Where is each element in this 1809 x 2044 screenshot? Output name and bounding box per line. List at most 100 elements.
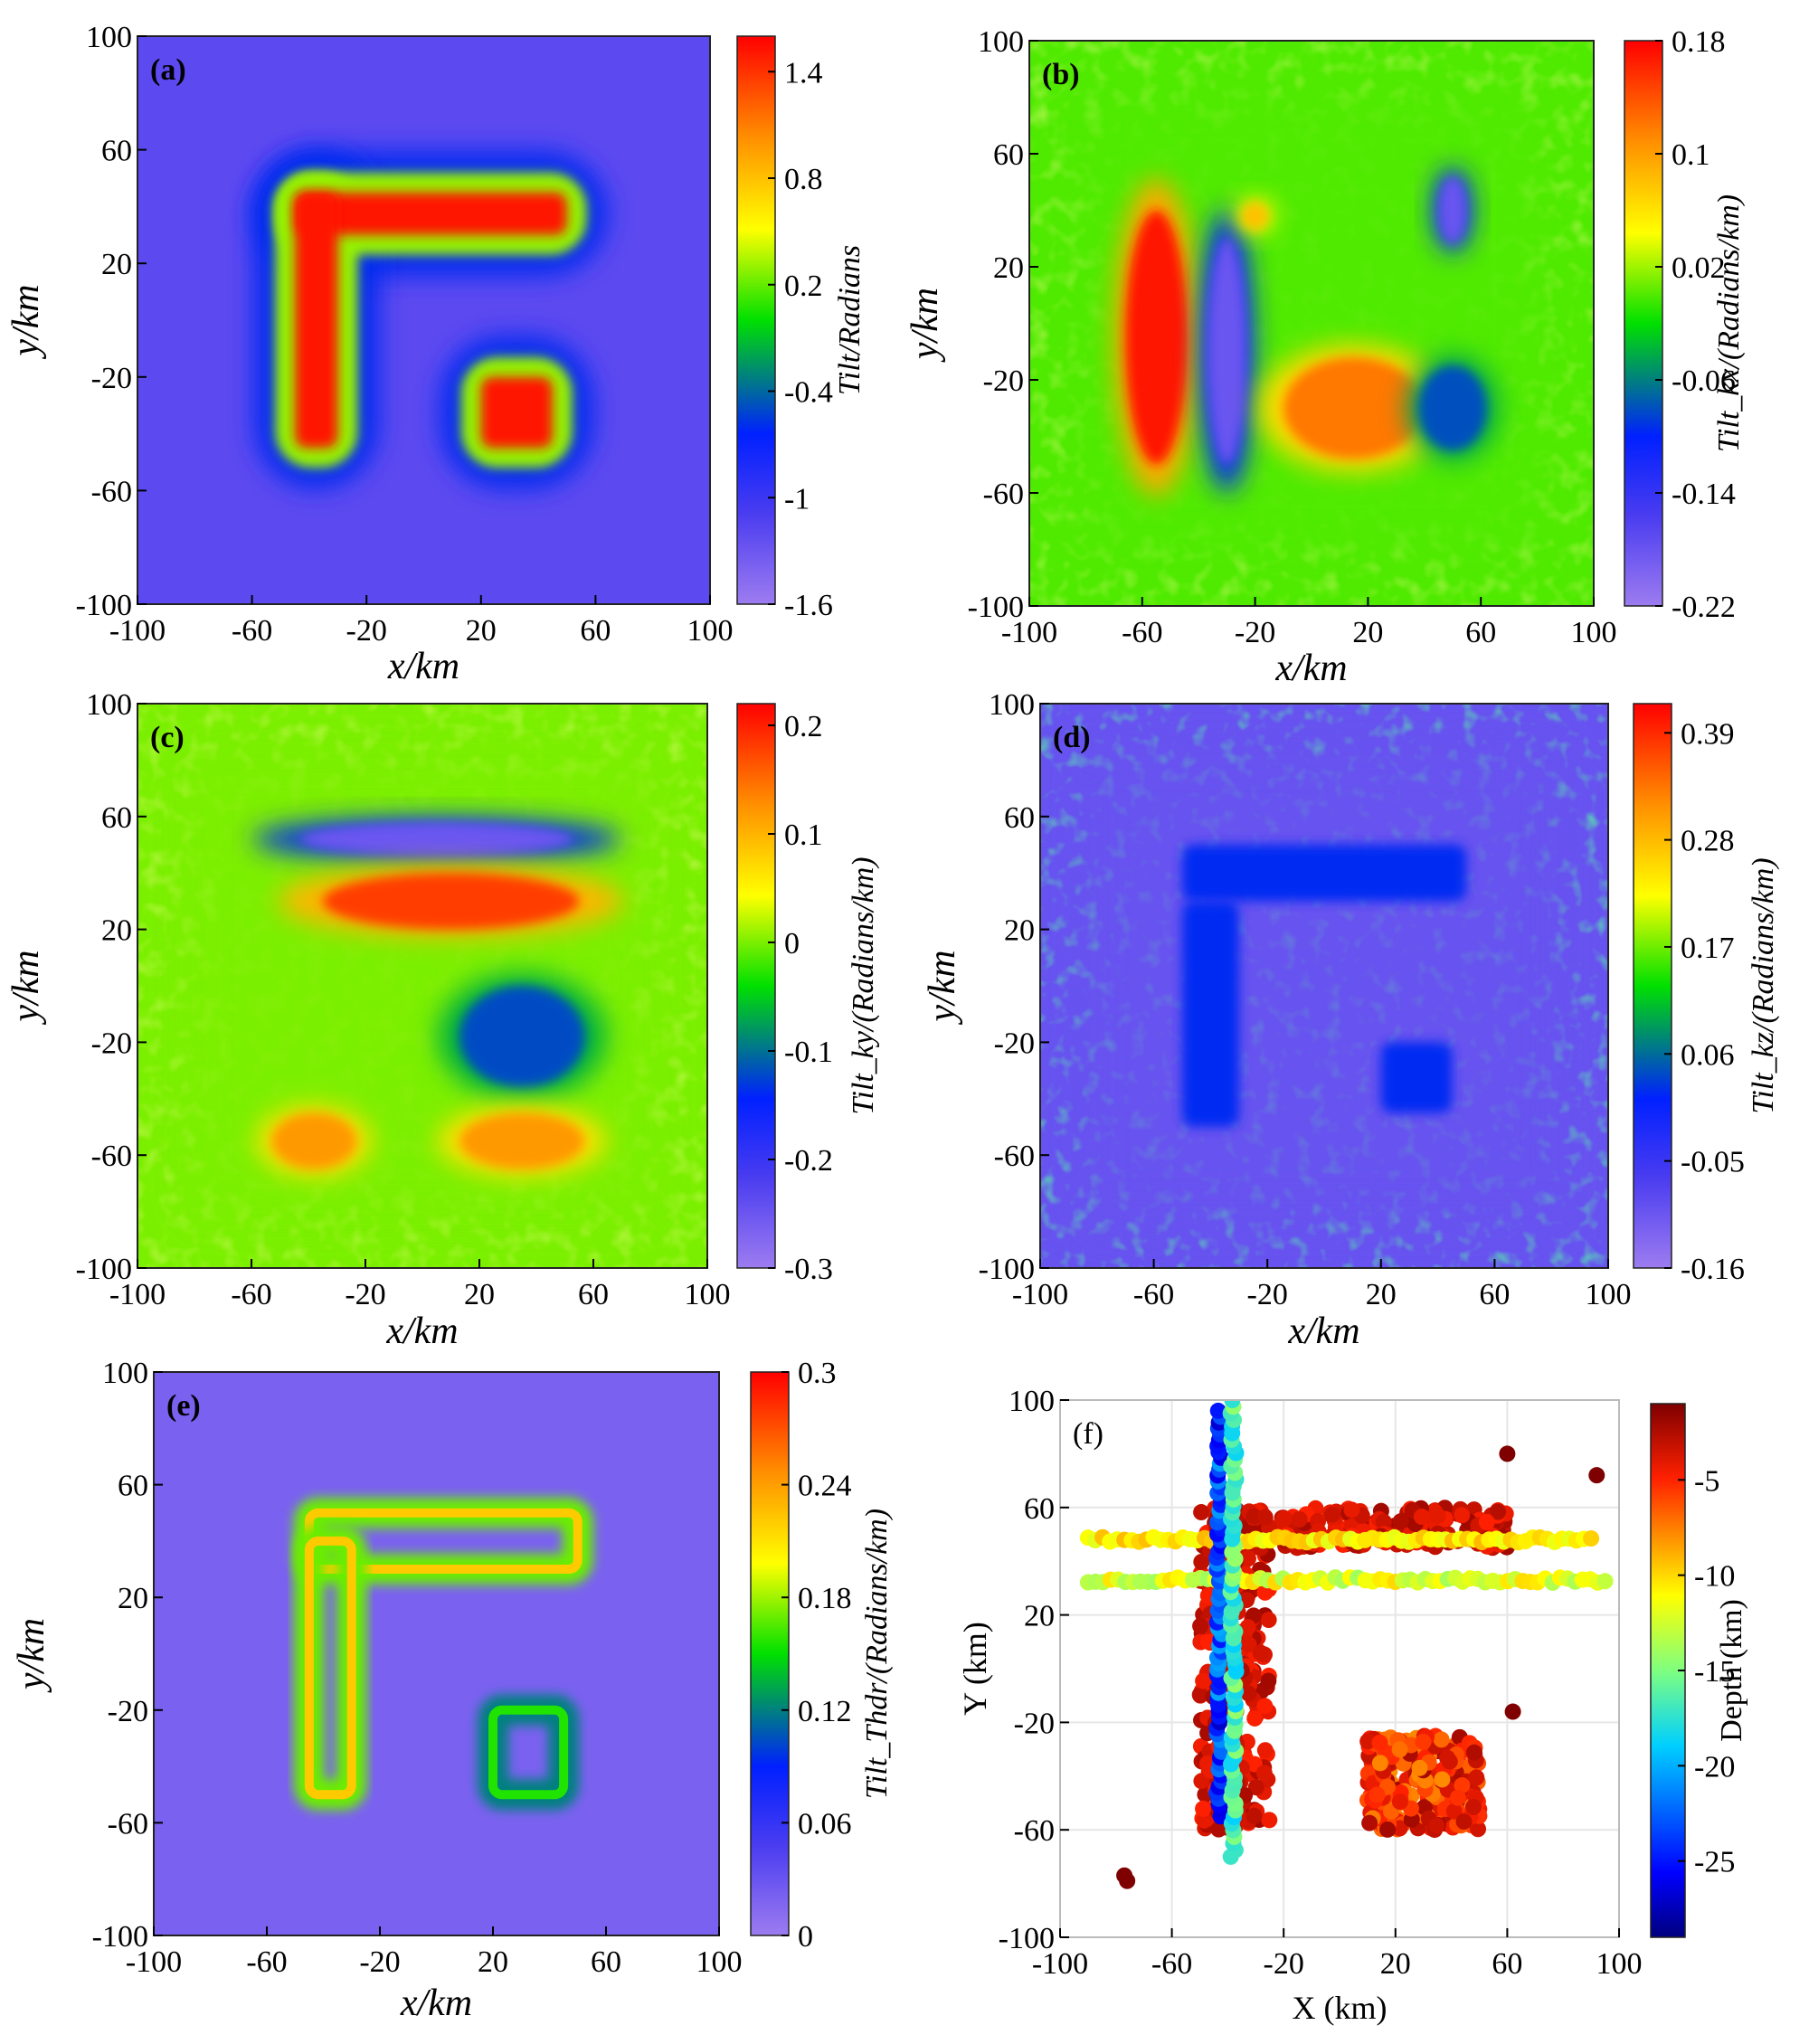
plot-area	[137, 36, 710, 604]
y-axis-label: Y (km)	[957, 1622, 993, 1716]
colorbar-tick-label: 0.06	[798, 1807, 852, 1841]
anomaly-body-2	[1182, 901, 1239, 1127]
colorbar-tick-label: -0.1	[784, 1036, 833, 1069]
y-tick-label: -100	[999, 1922, 1055, 1955]
scatter-point	[1246, 1709, 1264, 1727]
panel-3: -100 -60 -20 20 60 100 100 60 20 -20 -60 -100 x/km y/…	[5, 688, 880, 1352]
scatter-point	[1195, 1672, 1212, 1689]
colorbar	[736, 703, 776, 1269]
anomaly-lobe-3	[1283, 357, 1425, 459]
x-tick-label: 100	[696, 1945, 743, 1979]
scatter-point	[1391, 1741, 1408, 1758]
anomaly-lobe-4	[1418, 365, 1487, 451]
scatter-point	[1499, 1445, 1516, 1462]
scatter-point	[1260, 1672, 1277, 1689]
colorbar-tick-label: -0.14	[1672, 478, 1736, 511]
scatter-point	[1464, 1799, 1482, 1816]
x-axis-label: x/km	[1287, 1311, 1359, 1352]
scatter-point	[1260, 1612, 1277, 1629]
y-axis-label: y/km	[5, 284, 47, 359]
y-tick-label: -20	[108, 1695, 148, 1728]
x-axis-label: X (km)	[1293, 1990, 1388, 2026]
x-tick-label: 20	[1366, 1278, 1397, 1311]
x-tick-label: 100	[1586, 1278, 1632, 1311]
scatter-point	[1449, 1789, 1466, 1806]
panel-4: -100 -60 -20 20 60 100 100 60 20 -20 -60 -100 x/km y/…	[922, 688, 1780, 1352]
y-tick-label: -60	[1014, 1814, 1055, 1848]
scatter-point	[1413, 1508, 1430, 1525]
panel-label: (a)	[150, 53, 186, 87]
y-tick-label: 100	[978, 25, 1024, 59]
x-tick-label: 100	[1596, 1947, 1643, 1981]
colorbar-tick-label: 0.1	[784, 819, 823, 852]
y-tick-label: 100	[1009, 1385, 1055, 1418]
scatter-point	[1391, 1793, 1408, 1811]
y-tick-label: -60	[108, 1807, 148, 1841]
scatter-background	[1060, 1400, 1619, 1937]
colorbar-tick-label: 0.06	[1681, 1038, 1735, 1072]
y-tick-label: 60	[101, 801, 132, 835]
colorbar-label: Depth (km)	[1715, 1599, 1748, 1742]
colorbar-label: Tilt_kz/(Radians/km)	[1747, 857, 1780, 1113]
x-tick-label: -20	[1235, 616, 1275, 649]
scatter-point	[1240, 1685, 1257, 1702]
scatter-point	[1245, 1807, 1263, 1824]
colorbar-tick-label: -0.05	[1681, 1146, 1745, 1179]
panel-6: -100 -60 -20 20 60 100 100 60 20 -20 -60 -100 X (km)…	[957, 1385, 1748, 2026]
scatter-point	[1375, 1513, 1392, 1530]
scatter-point	[1191, 1686, 1208, 1703]
scatter-point	[1455, 1813, 1473, 1831]
panel-label: (e)	[166, 1389, 201, 1423]
scatter-point	[1454, 1777, 1471, 1794]
panel-label: (b)	[1042, 58, 1080, 91]
scatter-points	[1079, 1400, 1614, 1889]
scatter-point	[1255, 1765, 1273, 1782]
axes-frame	[1028, 40, 1595, 607]
x-tick-label: -100	[109, 1278, 166, 1311]
plot-area	[1029, 41, 1594, 606]
scatter-point	[1247, 1779, 1264, 1796]
y-tick-label: 60	[1024, 1492, 1055, 1526]
y-tick-label: 20	[118, 1582, 148, 1615]
scatter-point	[1433, 1731, 1450, 1748]
colorbar-tick-label: 0.02	[1672, 251, 1726, 285]
y-tick-label: -60	[91, 475, 132, 508]
anomaly-body-3	[1380, 1042, 1453, 1113]
scatter-point	[1434, 1771, 1451, 1788]
panel-label: (c)	[150, 721, 185, 754]
x-axis-label: x/km	[385, 1311, 458, 1352]
colorbar-tick-label: -1.6	[784, 589, 833, 622]
axes-frame	[153, 1371, 720, 1936]
scatter-point	[1119, 1872, 1136, 1889]
scatter-point	[1291, 1510, 1308, 1528]
colorbar-tick-label: -0.2	[784, 1144, 833, 1178]
y-tick-label: -20	[91, 362, 132, 395]
colorbar-tick-label: 0.2	[784, 270, 823, 303]
x-tick-label: -60	[1122, 616, 1162, 649]
scatter-point	[1504, 1703, 1521, 1720]
x-tick-label: -60	[1133, 1278, 1174, 1311]
plot-area	[154, 1372, 719, 1935]
axes-frame	[1059, 1399, 1620, 1938]
plot-area	[1060, 1400, 1619, 1937]
x-tick-label: 20	[1380, 1947, 1411, 1981]
y-tick-label: -100	[76, 1253, 132, 1286]
scatter-point	[1583, 1530, 1600, 1547]
anomaly-lobe-1	[1125, 210, 1188, 465]
y-tick-label: -20	[1014, 1707, 1055, 1740]
scatter-point	[1209, 1402, 1227, 1419]
colorbar-tick-label: 0.3	[798, 1357, 837, 1390]
x-tick-label: -60	[232, 614, 272, 648]
scatter-point	[1588, 1467, 1605, 1484]
panel-label: (d)	[1053, 721, 1091, 754]
plot-area	[137, 704, 707, 1268]
scatter-point	[1454, 1507, 1471, 1524]
x-tick-label: 60	[578, 1278, 609, 1311]
x-tick-label: 60	[1465, 616, 1496, 649]
scatter-point	[1415, 1733, 1432, 1750]
scatter-point	[1261, 1812, 1278, 1829]
scatter-point	[1411, 1759, 1428, 1776]
y-tick-label: 100	[989, 688, 1035, 722]
scatter-point	[1361, 1814, 1378, 1831]
x-tick-label: -20	[346, 614, 387, 648]
